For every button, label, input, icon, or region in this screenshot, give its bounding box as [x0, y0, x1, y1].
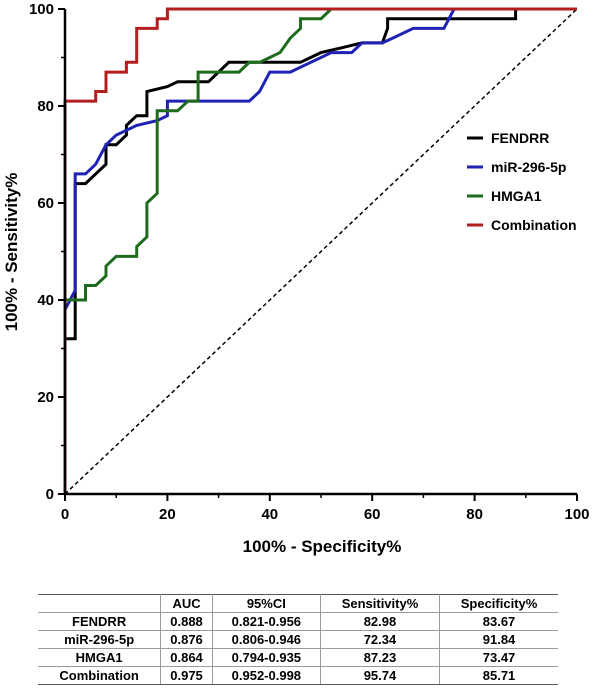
reference-diagonal-line	[64, 8, 578, 495]
table-cell: 95.74	[319, 666, 441, 685]
x-tick-label: 40	[261, 506, 278, 523]
legend-entry-label: FENDRR	[491, 130, 549, 146]
x-tick-label: 20	[159, 506, 176, 523]
table-cell: 0.888	[160, 612, 213, 631]
table-cell: 82.98	[319, 612, 441, 631]
series-line-hmga1	[63, 7, 577, 494]
axes: 0 20 40 60 80 100 0 20 40 60 80 100	[29, 1, 590, 523]
table-header-row: AUC 95%CI Sensitivity% Specificity%	[38, 594, 558, 613]
table-cell: FENDRR	[38, 612, 162, 631]
y-tick-label: 60	[37, 195, 54, 212]
table-cell: 85.71	[439, 666, 558, 685]
y-tick-label: 100	[29, 1, 54, 18]
y-tick-label: 20	[37, 389, 54, 406]
table-header-cell: AUC	[160, 594, 213, 613]
table-header-cell: Sensitivity%	[319, 594, 441, 613]
table-cell: 73.47	[439, 648, 558, 667]
roc-chart: 0 20 40 60 80 100 0 20 40 60 80 100 FENDRR miR-296-5…	[2, 1, 590, 556]
table-row: FENDRR 0.888 0.821-0.956 82.98 83.67	[38, 612, 558, 631]
legend-entry-label: HMGA1	[491, 188, 542, 204]
series-line-mir-296-5p	[63, 7, 577, 494]
series-line-fendrr	[63, 7, 577, 494]
y-tick-label: 80	[37, 98, 54, 115]
table-cell: 72.34	[319, 630, 441, 649]
legend-entry-label: Combination	[491, 217, 577, 233]
table-cell: 0.794-0.935	[211, 648, 321, 667]
table-header-cell: Specificity%	[439, 594, 558, 613]
table-cell: Combination	[38, 666, 162, 685]
table-cell: 83.67	[439, 612, 558, 631]
table-cell: 0.975	[160, 666, 213, 685]
table-cell: 0.806-0.946	[211, 630, 321, 649]
table-cell: HMGA1	[38, 648, 162, 667]
table-cell: 0.952-0.998	[211, 666, 321, 685]
stats-table: AUC 95%CI Sensitivity% Specificity% FENDRR 0…	[38, 594, 558, 685]
y-axis-title: 100% - Sensitivity%	[2, 173, 21, 332]
table-cell: 91.84	[439, 630, 558, 649]
table-cell: 0.821-0.956	[211, 612, 321, 631]
table-cell: 0.876	[160, 630, 213, 649]
table-cell: 87.23	[319, 648, 441, 667]
y-tick-label: 0	[46, 486, 54, 503]
table-row: Combination 0.975 0.952-0.998 95.74 85.71	[38, 666, 558, 685]
series-layer	[63, 7, 577, 494]
table-header-cell: 95%CI	[211, 594, 321, 613]
x-tick-label: 100	[564, 506, 589, 523]
x-tick-label: 60	[364, 506, 381, 523]
legend-entry-label: miR-296-5p	[491, 159, 566, 175]
table-cell: miR-296-5p	[38, 630, 162, 649]
table-cell: 0.864	[160, 648, 213, 667]
x-tick-label: 0	[61, 506, 69, 523]
table-header-cell	[38, 594, 162, 613]
legend: FENDRR miR-296-5p HMGA1 Combination	[467, 130, 577, 233]
series-line-combination	[63, 7, 577, 494]
table-row: miR-296-5p 0.876 0.806-0.946 72.34 91.84	[38, 630, 558, 649]
table-body: FENDRR 0.888 0.821-0.956 82.98 83.67 miR-296-…	[38, 612, 558, 685]
x-axis-title: 100% - Specificity%	[243, 537, 402, 556]
y-tick-label: 40	[37, 292, 54, 309]
x-tick-label: 80	[466, 506, 483, 523]
table-row: HMGA1 0.864 0.794-0.935 87.23 73.47	[38, 648, 558, 667]
